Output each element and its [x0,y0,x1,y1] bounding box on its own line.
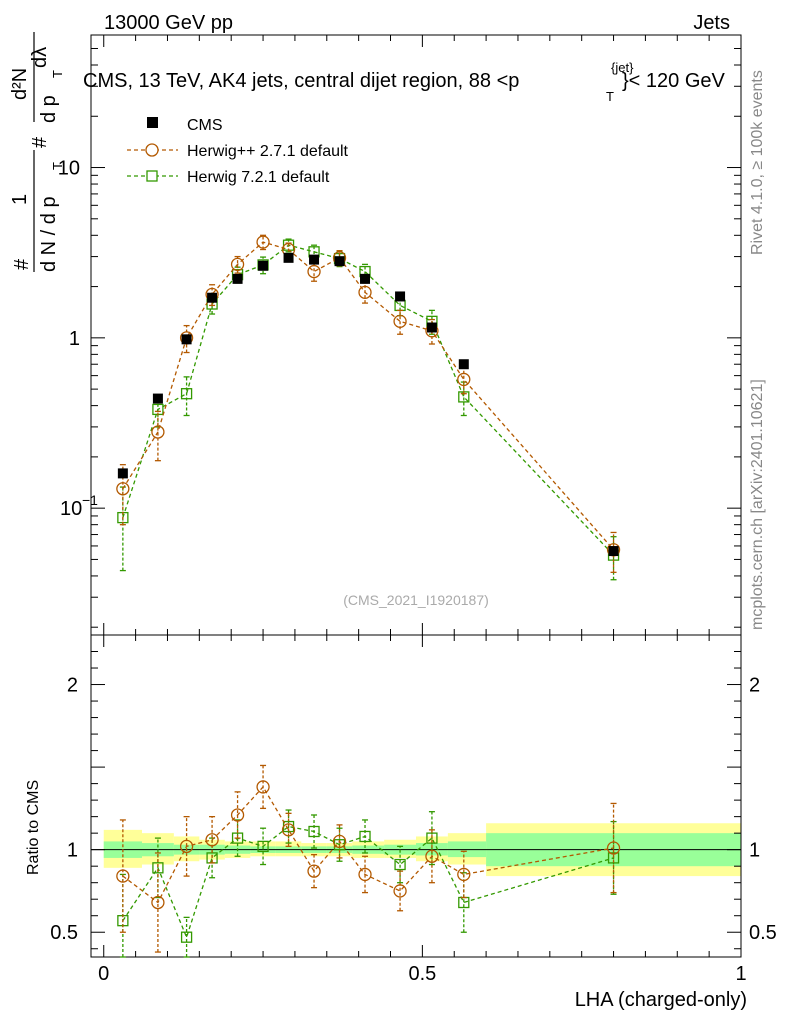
cms-main-point [608,546,619,557]
herwigpp-ratio-point [358,867,372,882]
ratio-y-tick-label-right: 1 [749,840,760,862]
cms-main-point [309,254,320,265]
herwig7-ratio-point [257,840,269,853]
ylabel-d2N: d²N [9,68,31,100]
herwigpp-main-line [122,241,615,551]
cms-main-point [207,292,218,303]
main-ylabel: # 1 d N / d p T # d²N d p T dλ [9,32,65,272]
ylabel-T1: T [50,162,65,170]
cms-main-point [283,252,294,263]
herwigpp-ratio-point [116,869,130,883]
cms-main-point [395,291,406,302]
herwigpp-main-point [256,235,270,249]
herwigpp-ratio-point [230,808,245,822]
title-sub: T [606,89,614,104]
ylabel-one: 1 [9,194,31,205]
cms-main-point [181,334,192,345]
herwig7-ratio-point [394,858,406,871]
herwigpp-main-point [457,372,471,387]
herwigpp-ratio-point [179,839,194,854]
cms-main-point [458,359,469,370]
y-tick-label: 1 [69,328,80,350]
herwigpp-ratio-point [256,780,270,794]
ratio-frame [90,634,742,958]
herwigpp-main-point [151,425,165,439]
herwigpp-ratio-point [307,864,321,878]
plot-title: CMS, 13 TeV, AK4 jets, central dijet reg… [83,60,726,104]
x-tick-label: 1 [735,963,746,985]
herwigpp-main-point [393,314,407,328]
herwigpp-ratio-point [425,849,439,863]
herwigpp-main-point [116,482,130,496]
herwig7-main-line [122,244,615,556]
herwigpp-main-point [230,257,245,272]
cms-main-point [258,260,269,271]
ylabel-T2: T [50,70,65,78]
herwig7-ratio-point [426,832,438,844]
herwigpp-ratio-point [457,867,471,882]
herwigpp-ratio-point [606,841,621,855]
legend-marker-cms [147,117,158,128]
herwig7-ratio-point [180,931,193,943]
ylabel-dN: d N / d p [38,196,60,272]
cms-main-point [152,393,163,404]
x-tick-label: 0.5 [408,963,436,985]
herwigpp-ratio-point [393,884,407,898]
y-tick-label: 10 [60,498,82,520]
analysis-watermark: (CMS_2021_I1920187) [343,592,489,608]
legend-cms-label: CMS [187,117,223,134]
title-sup: {jet} [611,60,634,75]
header-left: 13000 GeV pp [104,12,233,34]
ratio-y-tick-label: 1 [67,840,78,862]
cms-main-point [426,322,437,333]
ylabel-hash1: # [11,258,33,270]
cms-main-point [334,256,345,267]
herwigpp-ratio-point [281,823,296,837]
herwig7-ratio-point [607,852,620,864]
legend-herwigpp-label: Herwig++ 2.7.1 default [187,143,349,160]
herwigpp-ratio-line [122,785,614,904]
herwigpp-ratio-point [205,833,219,847]
cms-main-point [117,468,128,479]
herwigpp-main-point [358,285,372,299]
herwig7-ratio-point [308,825,320,838]
ratio-y-tick-label: 2 [67,675,78,697]
ylabel-hash2: # [29,136,51,148]
ratio-ylabel: Ratio to CMS [25,780,42,875]
ratio-y-tick-label-right: 2 [749,675,760,697]
rivet-label: Rivet 4.1.0, ≥ 100k events [749,70,766,255]
herwig7-ratio-point [152,862,164,874]
herwig7-main-point [180,388,193,400]
legend: CMS Herwig++ 2.7.1 default Herwig 7.2.1 … [127,117,349,186]
herwigpp-ratio-point [151,895,165,910]
legend-marker-herwigpp [145,143,159,157]
ylabel-dlambda: dλ [29,47,51,68]
herwigpp-main-point [307,264,321,279]
ylabel-dpT: d p [38,95,60,123]
x-tick-label: 0 [98,963,109,985]
cms-main-point [360,273,371,284]
ratio-y-tick-label-right: 0.5 [749,922,777,944]
herwig7-ratio-point [359,830,371,843]
herwigpp-ratio-point [332,834,347,849]
legend-herwig7-label: Herwig 7.2.1 default [187,169,330,186]
title-end: }< 120 GeV [622,70,726,92]
y-tick-label: 10 [58,158,80,180]
cms-main-point [232,273,243,284]
legend-marker-herwig7 [146,170,158,182]
mcplots-label: mcplots.cern.ch [arXiv:2401.10621] [749,379,766,630]
xlabel: LHA (charged-only) [575,989,747,1011]
ratio-panel: 0 0.5 10.5 0.51 12 2 [50,634,777,985]
title-main: CMS, 13 TeV, AK4 jets, central dijet reg… [83,70,519,92]
y-tick-label-exp: −1 [82,492,98,508]
header-right: Jets [693,12,730,34]
ratio-y-tick-label: 0.5 [50,922,78,944]
